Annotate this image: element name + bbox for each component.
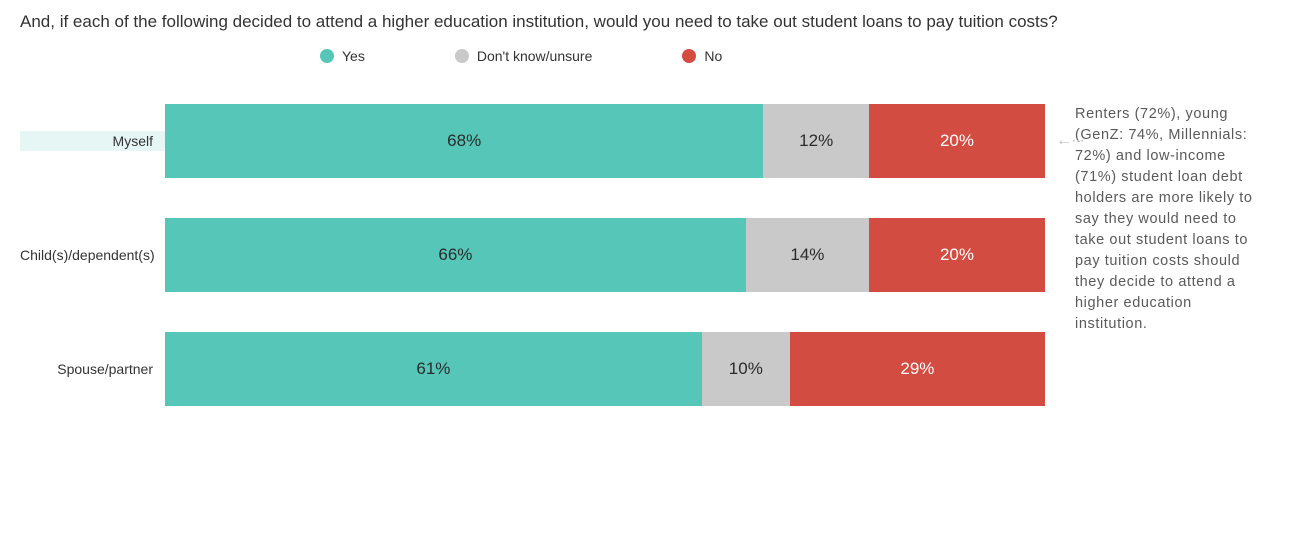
annotation-text: Renters (72%), young (GenZ: 74%, Millenn… — [1055, 104, 1265, 335]
bar-segment-yes: 66% — [165, 218, 746, 292]
legend-swatch-unsure — [455, 49, 469, 63]
legend-swatch-yes — [320, 49, 334, 63]
bar-row-myself: Myself 68% 12% 20% ←··· — [20, 104, 1055, 178]
bar-label: Myself — [20, 131, 165, 151]
bar-track: 68% 12% 20% — [165, 104, 1045, 178]
bar-track: 61% 10% 29% — [165, 332, 1045, 406]
bar-row-spouse: Spouse/partner 61% 10% 29% — [20, 332, 1055, 406]
legend-label: No — [704, 48, 722, 64]
legend-item-yes: Yes — [320, 48, 365, 64]
bar-label: Child(s)/dependent(s) — [20, 247, 165, 263]
bars-column: Myself 68% 12% 20% ←··· Child(s)/depende… — [20, 104, 1055, 446]
legend-swatch-no — [682, 49, 696, 63]
bar-track: 66% 14% 20% — [165, 218, 1045, 292]
bar-segment-unsure: 14% — [746, 218, 869, 292]
bar-segment-yes: 68% — [165, 104, 763, 178]
legend-item-unsure: Don't know/unsure — [455, 48, 593, 64]
bar-segment-yes: 61% — [165, 332, 702, 406]
legend-item-no: No — [682, 48, 722, 64]
bar-label: Spouse/partner — [20, 361, 165, 377]
bar-row-child: Child(s)/dependent(s) 66% 14% 20% — [20, 218, 1055, 292]
chart-legend: Yes Don't know/unsure No — [320, 48, 1280, 64]
chart-container: And, if each of the following decided to… — [0, 0, 1300, 535]
bar-segment-no: 20% — [869, 104, 1045, 178]
bar-segment-unsure: 10% — [702, 332, 790, 406]
bar-segment-no: 20% — [869, 218, 1045, 292]
legend-label: Don't know/unsure — [477, 48, 593, 64]
bar-segment-no: 29% — [790, 332, 1045, 406]
legend-label: Yes — [342, 48, 365, 64]
chart-title: And, if each of the following decided to… — [20, 10, 1120, 34]
annotation-arrow-icon: ←··· — [1056, 132, 1084, 150]
chart-area: Myself 68% 12% 20% ←··· Child(s)/depende… — [20, 104, 1280, 446]
bar-segment-unsure: 12% — [763, 104, 869, 178]
